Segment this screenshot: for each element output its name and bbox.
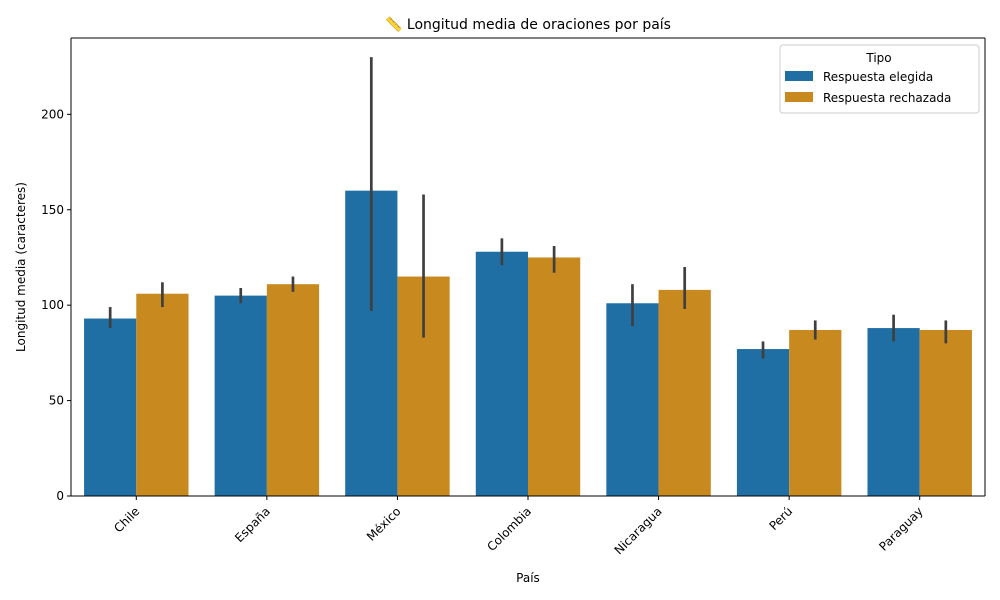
bar-paraguay-respuesta-elegida <box>867 328 920 496</box>
legend: Tipo Respuesta elegida Respuesta rechaza… <box>779 44 980 114</box>
x-tick-label-mexico: México <box>364 504 404 544</box>
chart-title: 📏 Longitud media de oraciones por país <box>385 16 671 33</box>
bar-chile-respuesta-rechazada <box>136 293 189 496</box>
legend-swatch-respuesta-rechazada <box>785 92 813 102</box>
legend-frame <box>779 44 980 114</box>
y-tick-label: 100 <box>41 298 64 312</box>
y-tick-label: 50 <box>49 394 64 408</box>
x-tick-label-nicaragua: Nicaragua <box>612 504 665 557</box>
bars-group <box>84 190 972 496</box>
y-tick-label: 200 <box>41 107 64 121</box>
x-axis-ticks: Chile España México Colombia Nicaragua Perú Pa… <box>111 496 926 557</box>
x-axis-title: País <box>516 571 540 585</box>
bar-nicaragua-respuesta-elegida <box>606 303 659 496</box>
x-tick-label-colombia: Colombia <box>484 504 534 554</box>
x-tick-label-chile: Chile <box>111 504 142 535</box>
y-axis-ticks: 0 50 100 150 200 <box>41 107 71 503</box>
bar-espana-respuesta-rechazada <box>266 284 320 496</box>
bar-colombia-respuesta-elegida <box>475 251 528 496</box>
bar-peru-respuesta-elegida <box>736 349 790 496</box>
x-tick-label-espana: España <box>232 504 273 545</box>
bar-paraguay-respuesta-rechazada <box>919 329 972 496</box>
legend-label-respuesta-elegida: Respuesta elegida <box>823 70 933 84</box>
x-tick-label-peru: Perú <box>766 504 795 533</box>
y-tick-label: 0 <box>56 489 64 503</box>
y-tick-label: 150 <box>41 203 64 217</box>
bar-chile-respuesta-elegida <box>84 318 137 496</box>
legend-swatch-respuesta-elegida <box>785 71 813 81</box>
legend-label-respuesta-rechazada: Respuesta rechazada <box>823 91 951 105</box>
y-axis-title: Longitud media (caracteres) <box>14 182 28 352</box>
bar-nicaragua-respuesta-rechazada <box>658 289 711 496</box>
error-bars-group <box>108 57 948 359</box>
bar-colombia-respuesta-rechazada <box>528 257 581 496</box>
bar-peru-respuesta-rechazada <box>789 329 842 496</box>
x-tick-label-paraguay: Paraguay <box>876 504 926 554</box>
bar-espana-respuesta-elegida <box>214 295 267 496</box>
legend-title: Tipo <box>865 51 891 65</box>
